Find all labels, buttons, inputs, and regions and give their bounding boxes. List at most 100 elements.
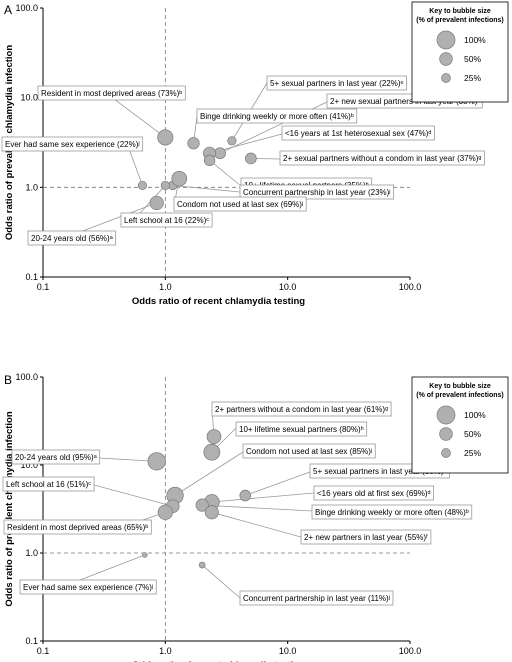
legend: Key to bubble size (% of prevalent infect… (411, 1, 509, 103)
point-label: <16 years at 1st heterosexual sex (47%)ᵈ (285, 129, 431, 138)
leader-line (109, 95, 166, 138)
point-label: Condom not used at last sex (69%)ʲ (177, 200, 303, 209)
y-tick-label: 10.0 (20, 93, 38, 103)
bubble (142, 552, 148, 558)
leader-line (99, 457, 157, 462)
legend-label: 25% (464, 448, 481, 458)
x-axis-label: Odds ratio of recent chlamydia testing (132, 296, 305, 307)
point-label-box (27, 230, 117, 246)
x-tick-label: 1.0 (159, 282, 172, 292)
point-label-box (173, 196, 307, 212)
y-tick-label: 1.0 (25, 182, 38, 192)
legend-subtitle: (% of prevalent infections) (416, 392, 504, 399)
point-label: 5+ sexual partners in last year (36%)ᵉ (313, 467, 447, 476)
point-label-box (196, 108, 358, 124)
point-label-box (242, 443, 376, 459)
leader-line (127, 145, 143, 186)
point-label: Concurrent partnership in last year (23%… (243, 188, 391, 197)
point-label-box (120, 212, 213, 228)
point-label-box (3, 519, 152, 535)
leader-line (211, 511, 302, 538)
bubble (206, 429, 222, 445)
bubble (204, 505, 219, 520)
point-label: Condom not used at last sex (85%)ʲ (246, 447, 372, 456)
leader-line (209, 160, 242, 187)
point-label: Binge drinking weekly or more often (41%… (200, 112, 354, 121)
point-label-box (313, 485, 434, 501)
bubble (195, 498, 209, 512)
y-tick-label: 10.0 (20, 460, 38, 470)
legend-bubble (439, 52, 453, 66)
point-labels: Binge drinking weekly or more often (41%… (1, 75, 485, 246)
point-label: <16 years old at first sex (69%)ᵈ (317, 489, 431, 498)
legend-label: 100% (464, 35, 486, 45)
legend-bubble (436, 30, 456, 50)
leader-line (245, 471, 311, 496)
x-tick-label: 0.1 (37, 646, 50, 656)
leader-line (211, 492, 315, 503)
point-label: 5+ sexual partners in last year (22%)ᵉ (270, 79, 404, 88)
panel-letter: B (4, 373, 12, 387)
legend-label: 100% (464, 410, 486, 420)
point-label: Resident in most deprived areas (65%)ᵇ (7, 523, 148, 532)
x-tick-label: 0.1 (37, 282, 50, 292)
bubble (157, 504, 173, 520)
y-tick-label: 100.0 (15, 3, 38, 13)
x-axis-label: Odds ratio of recent chlamydia testing (132, 660, 305, 662)
point-label-box (1, 136, 144, 152)
point-label: 10+ lifetime sexual partners (80%)ʰ (239, 425, 364, 434)
bubble (198, 561, 206, 569)
leader-line (79, 202, 157, 233)
point-label-box (279, 150, 485, 166)
point-label-box (2, 476, 95, 492)
legend-bubble (441, 73, 451, 83)
point-label-box (37, 85, 186, 101)
x-tick-label: 1.0 (159, 646, 172, 656)
point-label-box (11, 449, 101, 465)
point-label: 2+ new sexual partners in last year (38%… (330, 97, 479, 106)
point-labels: 2+ partners without a condom in last yea… (2, 401, 473, 606)
y-tick-label: 100.0 (15, 372, 38, 382)
bubble (171, 170, 188, 187)
bubble (147, 452, 166, 471)
bubble (214, 147, 226, 160)
legend-bubble (439, 427, 453, 441)
bubbles (142, 429, 251, 569)
point-label-box (235, 421, 368, 437)
point-label: Left school at 16 (22%)ᶜ (124, 216, 209, 225)
legend-box (411, 1, 509, 103)
bubble (239, 489, 251, 502)
point-label-box (300, 529, 432, 545)
x-tick-label: 10.0 (279, 282, 297, 292)
bubble (137, 180, 148, 191)
x-tick-label: 100.0 (399, 646, 422, 656)
point-label: 2+ partners without a condom in last yea… (215, 405, 388, 414)
y-tick-label: 0.1 (25, 272, 38, 282)
bubble (245, 152, 257, 165)
chart-panel-b: B 0.1 1.0 10.0 100.0 0.1 1.0 10.0 100.0 Odds rati… (2, 372, 509, 662)
point-label-box (239, 590, 394, 606)
panel-letter: A (4, 3, 12, 17)
point-label: 20-24 years old (56%)ᵃ (31, 234, 114, 243)
leader-line (172, 185, 241, 193)
y-tick-label: 1.0 (25, 548, 38, 558)
point-label: Ever had same sex experience (22%)ʲ (5, 140, 140, 149)
point-label: 2+ sexual partners without a condom in l… (283, 154, 481, 163)
legend-label: 25% (464, 73, 481, 83)
legend-label: 50% (464, 429, 481, 439)
legend-bubble (441, 448, 451, 458)
bubble (160, 180, 170, 191)
point-label: 2+ new partners in last year (55%)ᶠ (304, 533, 428, 542)
point-label-box (266, 75, 407, 91)
leader-lines (79, 409, 315, 599)
bubble (149, 195, 164, 211)
legend-bubble (436, 405, 456, 425)
leader-line (202, 504, 313, 512)
leader-line (94, 484, 173, 507)
y-axis-label: Odds ratio of prevalent chlamydia infect… (4, 411, 15, 607)
chart-panel-a: A 0.1 1.0 10.0 100.0 0.1 1.0 10.0 100.0 Odds rati… (1, 1, 509, 307)
legend-subtitle: (% of prevalent infections) (416, 17, 504, 24)
y-tick-label: 0.1 (25, 636, 38, 646)
point-label: Ever had same sex experience (7%)ʲ (23, 583, 153, 592)
